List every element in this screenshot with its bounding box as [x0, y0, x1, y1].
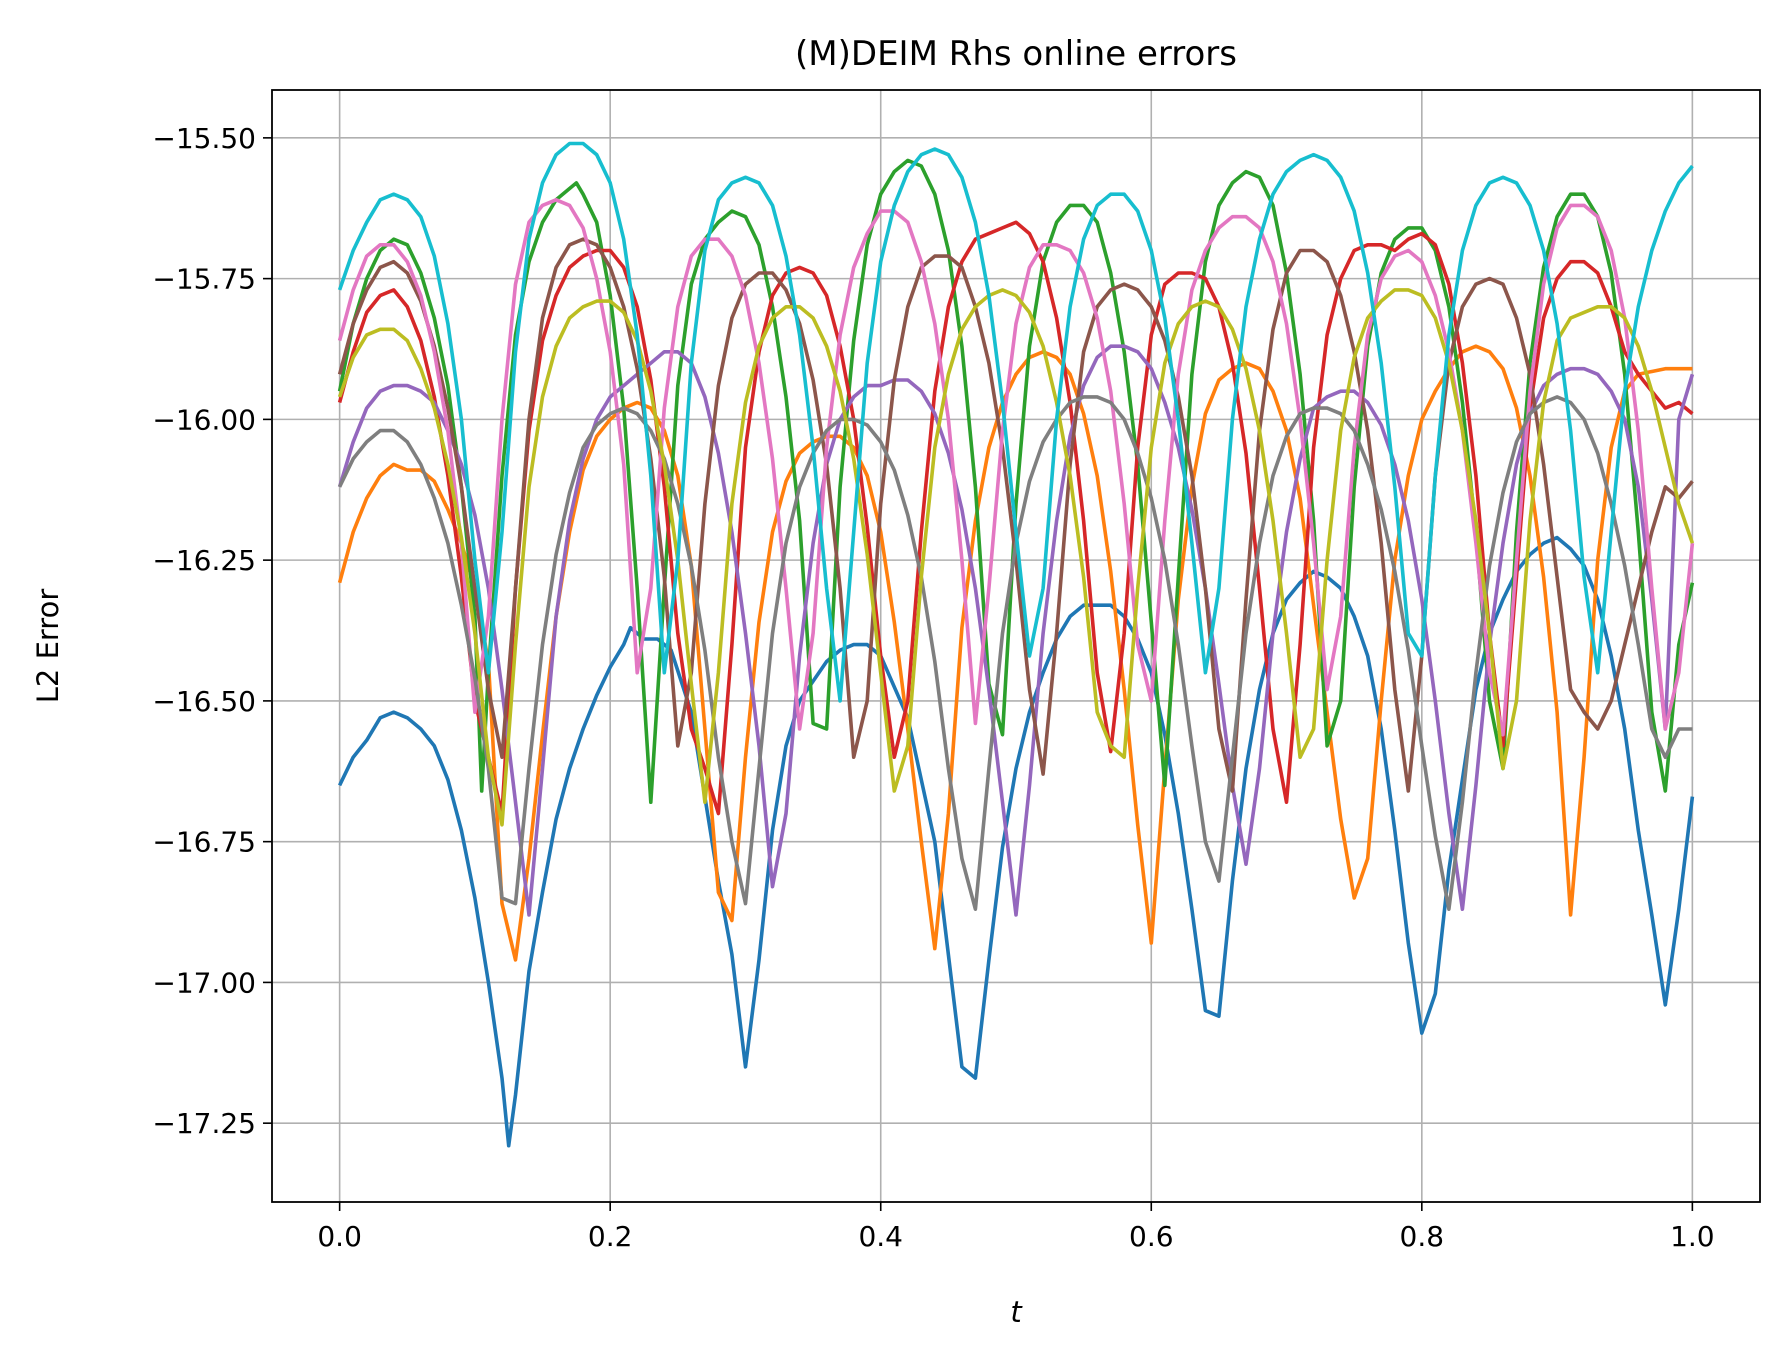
- series-line-4: [337, 220, 1694, 816]
- plot-area: [337, 141, 1695, 1148]
- y-axis-title: L2 Error: [31, 589, 65, 704]
- x-axis-title: t: [1010, 1295, 1023, 1329]
- series-line-9: [337, 288, 1695, 827]
- y-tick-label: −16.00: [152, 403, 256, 436]
- y-tick-label: −16.25: [152, 544, 256, 577]
- chart-title: (M)DEIM Rhs online errors: [795, 34, 1237, 74]
- y-tick-label: −15.75: [152, 263, 256, 296]
- series-line-10: [337, 141, 1694, 703]
- plot-frame: [271, 89, 1761, 1203]
- y-axis-ticks: −15.50 −15.75 −16.00 −16.25 −16.50 −16.75 −17.…: [152, 122, 272, 1140]
- x-axis-ticks: 0.0 0.2 0.4 0.6 0.8 1.0: [317, 1202, 1715, 1253]
- series-line-6: [337, 237, 1694, 793]
- y-tick-label: −17.00: [152, 966, 256, 999]
- x-tick-label: 1.0: [1670, 1220, 1715, 1253]
- x-tick-label: 0.4: [858, 1220, 903, 1253]
- y-tick-label: −17.25: [152, 1107, 256, 1140]
- y-tick-label: −16.75: [152, 826, 256, 859]
- x-tick-label: 0.0: [317, 1220, 362, 1253]
- x-tick-label: 0.6: [1129, 1220, 1174, 1253]
- y-tick-label: −16.50: [152, 685, 256, 718]
- x-tick-label: 0.8: [1400, 1220, 1445, 1253]
- series-line-5: [337, 344, 1695, 917]
- x-tick-label: 0.2: [588, 1220, 633, 1253]
- y-tick-label: −15.50: [152, 122, 256, 155]
